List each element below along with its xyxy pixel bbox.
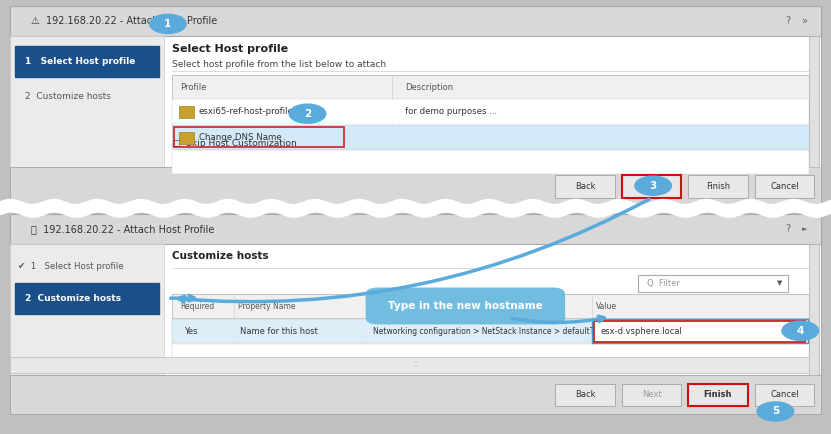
FancyBboxPatch shape (755, 384, 814, 406)
Text: ?: ? (785, 224, 790, 234)
Circle shape (150, 14, 186, 33)
Text: ⚠  192.168.20.22 - Attach Host Profile: ⚠ 192.168.20.22 - Attach Host Profile (31, 16, 217, 26)
Text: Yes: Yes (184, 327, 198, 335)
Text: 5: 5 (772, 406, 779, 417)
FancyBboxPatch shape (10, 6, 821, 206)
Text: Description: Description (405, 82, 453, 92)
Text: Select host profile from the list below to attach: Select host profile from the list below … (172, 60, 386, 69)
FancyBboxPatch shape (688, 175, 748, 198)
Text: Select Host profile: Select Host profile (172, 44, 288, 54)
FancyBboxPatch shape (553, 167, 821, 206)
Text: ✔  1   Select Host profile: ✔ 1 Select Host profile (18, 262, 124, 270)
Text: 1: 1 (165, 19, 171, 29)
FancyBboxPatch shape (179, 106, 194, 118)
Text: for demo purposes ...: for demo purposes ... (405, 108, 497, 116)
Text: 2: 2 (304, 108, 311, 119)
Text: ::: :: (413, 361, 418, 369)
Text: Next: Next (641, 182, 662, 191)
FancyBboxPatch shape (172, 75, 809, 137)
FancyBboxPatch shape (555, 175, 615, 198)
FancyBboxPatch shape (172, 99, 809, 124)
Text: Next: Next (642, 391, 661, 399)
Text: 1   Select Host profile: 1 Select Host profile (25, 57, 135, 66)
Text: esxi65-ref-host-profile: esxi65-ref-host-profile (199, 108, 293, 116)
Text: 2  Customize hosts: 2 Customize hosts (25, 294, 121, 302)
Text: Change DNS Name: Change DNS Name (199, 133, 282, 141)
Text: Required: Required (180, 302, 214, 311)
Text: □  Skip Host Customization: □ Skip Host Customization (172, 139, 297, 148)
FancyBboxPatch shape (622, 175, 681, 198)
Text: Finish: Finish (704, 391, 732, 399)
Text: 🖥  192.168.20.22 - Attach Host Profile: 🖥 192.168.20.22 - Attach Host Profile (31, 224, 214, 234)
FancyBboxPatch shape (809, 36, 819, 167)
Text: ?: ? (785, 16, 790, 26)
Text: Profile: Profile (180, 82, 207, 92)
Text: 3: 3 (650, 181, 656, 191)
Text: ▼: ▼ (777, 280, 782, 286)
FancyBboxPatch shape (594, 321, 805, 342)
FancyBboxPatch shape (10, 244, 164, 375)
Text: Networking configuration > NetStack Instance > defaultTcpipSt...: Networking configuration > NetStack Inst… (373, 327, 624, 335)
Text: Finish: Finish (706, 182, 730, 191)
FancyBboxPatch shape (10, 6, 821, 36)
FancyBboxPatch shape (172, 150, 809, 174)
Text: Property Name: Property Name (238, 302, 296, 311)
Text: »: » (801, 16, 808, 26)
FancyBboxPatch shape (622, 384, 681, 406)
FancyBboxPatch shape (172, 294, 809, 354)
Text: Q  Filter: Q Filter (647, 279, 680, 288)
Text: ►: ► (802, 226, 807, 232)
FancyBboxPatch shape (172, 75, 809, 99)
FancyBboxPatch shape (638, 275, 788, 292)
FancyBboxPatch shape (366, 288, 565, 325)
FancyBboxPatch shape (755, 175, 814, 198)
Text: Cancel: Cancel (770, 182, 799, 191)
Circle shape (757, 402, 794, 421)
Text: Customize hosts: Customize hosts (172, 251, 268, 262)
FancyBboxPatch shape (172, 344, 809, 368)
Circle shape (782, 321, 819, 340)
FancyBboxPatch shape (10, 167, 821, 206)
Text: 4: 4 (797, 326, 804, 336)
FancyBboxPatch shape (688, 384, 748, 406)
Text: 2  Customize hosts: 2 Customize hosts (25, 92, 111, 101)
FancyBboxPatch shape (15, 283, 159, 314)
FancyBboxPatch shape (179, 132, 194, 144)
Circle shape (635, 176, 671, 195)
Text: Type in the new hostname: Type in the new hostname (388, 301, 543, 311)
Text: Back: Back (575, 391, 595, 399)
Text: Path: Path (371, 302, 388, 311)
FancyBboxPatch shape (10, 214, 821, 414)
FancyBboxPatch shape (10, 214, 821, 244)
Text: Back: Back (575, 182, 595, 191)
FancyBboxPatch shape (10, 357, 809, 373)
FancyBboxPatch shape (10, 375, 821, 414)
Text: Cancel: Cancel (770, 391, 799, 399)
FancyBboxPatch shape (172, 125, 809, 149)
Text: Value: Value (596, 302, 617, 311)
FancyBboxPatch shape (15, 46, 159, 77)
FancyBboxPatch shape (172, 319, 809, 343)
FancyBboxPatch shape (10, 36, 164, 167)
FancyBboxPatch shape (172, 294, 809, 318)
Circle shape (289, 104, 326, 123)
FancyBboxPatch shape (555, 384, 615, 406)
Text: Name for this host: Name for this host (240, 327, 318, 335)
Text: esx-d.vsphere.local: esx-d.vsphere.local (601, 327, 683, 335)
FancyBboxPatch shape (809, 244, 819, 375)
